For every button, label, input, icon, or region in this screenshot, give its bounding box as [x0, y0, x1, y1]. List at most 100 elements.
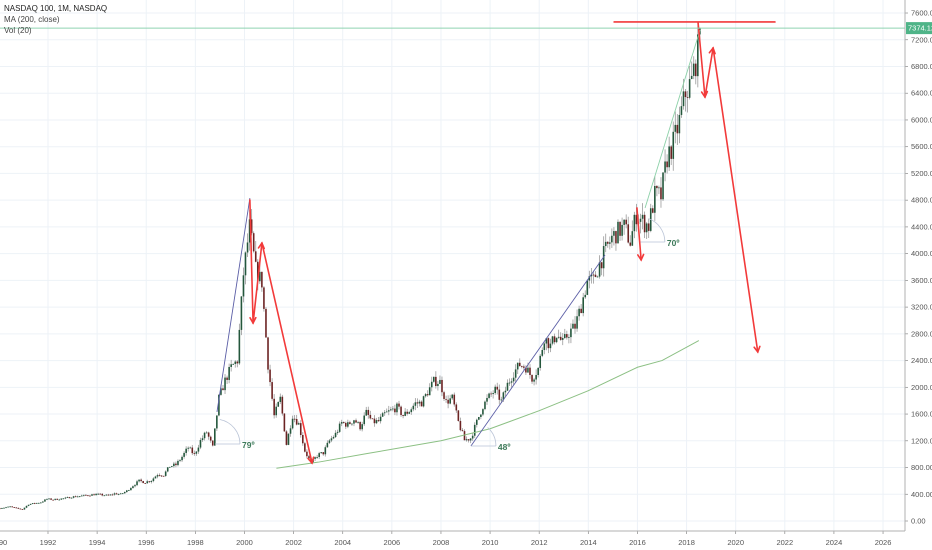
candle [209, 435, 212, 443]
y-tick-label: 800.00 [911, 463, 932, 472]
candle [91, 493, 93, 496]
candle-body [21, 509, 24, 510]
candle [617, 219, 619, 244]
candle-body [9, 506, 11, 508]
candle [154, 475, 157, 479]
candle-body [27, 504, 30, 506]
candle-body [455, 404, 458, 411]
candle [185, 446, 187, 456]
y-tick-label: 1600.00 [911, 410, 932, 419]
candle-body [523, 366, 525, 368]
candle-body [353, 420, 355, 424]
candle [224, 374, 226, 395]
candle [144, 482, 147, 484]
candle [252, 231, 255, 253]
candle-body [471, 435, 474, 439]
candle [654, 176, 656, 221]
candle [443, 390, 445, 401]
candle [402, 414, 404, 419]
candle [377, 416, 380, 422]
candle [408, 410, 411, 415]
candle-body [228, 366, 230, 380]
candle-body [207, 432, 210, 437]
candle-body [666, 161, 668, 168]
candle [244, 251, 247, 285]
legend-vol[interactable]: Vol (20) [4, 26, 32, 35]
candle-body [85, 494, 87, 496]
angle-label: 70º [667, 238, 680, 248]
candle [672, 121, 675, 171]
candle-body [308, 456, 310, 459]
x-tick-label: 1996 [138, 538, 155, 547]
candle-body [475, 419, 478, 425]
candle [420, 400, 423, 407]
candle [21, 509, 24, 510]
candle [302, 432, 304, 446]
candle-body [490, 393, 492, 395]
candle [398, 400, 400, 410]
candle-body [570, 328, 572, 338]
legend-symbol[interactable]: NASDAQ 100, 1M, NASDAQ [4, 4, 108, 13]
candle-body [119, 493, 122, 495]
candle-body [404, 411, 406, 416]
candle-body [146, 481, 149, 484]
candle-body [609, 242, 611, 244]
candle-body [580, 308, 582, 314]
candle-body [267, 337, 269, 370]
candle-body [289, 428, 292, 434]
candle [684, 88, 687, 112]
candle [486, 394, 488, 405]
candle [490, 391, 492, 398]
candle-body [439, 379, 441, 384]
candle-body [123, 491, 126, 494]
candle-body [541, 349, 544, 356]
legend-ma[interactable]: MA (200, close) [4, 15, 60, 24]
candle-body [46, 498, 48, 500]
candle-body [547, 338, 550, 349]
candle-body [201, 438, 204, 441]
candle-body [688, 79, 691, 98]
candle-body [144, 483, 147, 484]
candle-body [316, 457, 318, 458]
candle [549, 338, 552, 353]
candle [619, 221, 621, 241]
candle [373, 415, 376, 427]
candle-body [189, 447, 192, 449]
candle-body [359, 422, 361, 430]
candle [365, 406, 368, 417]
candle [68, 496, 71, 499]
candle [437, 381, 439, 391]
candle [87, 495, 89, 497]
candle [187, 446, 189, 452]
candle-body [445, 398, 447, 400]
candle [600, 261, 603, 276]
candle [7, 506, 9, 508]
candle [175, 461, 177, 468]
candle [322, 452, 325, 456]
candle [578, 305, 580, 321]
candle [621, 217, 623, 241]
candle [29, 503, 32, 505]
candle-body [197, 447, 200, 452]
candle [93, 493, 95, 496]
candle [263, 286, 265, 312]
candle [234, 360, 237, 368]
candle-body [441, 379, 443, 393]
candle [445, 395, 447, 403]
candle [222, 385, 224, 391]
candle-body [512, 377, 515, 382]
candle [295, 414, 298, 426]
candle [535, 369, 537, 385]
red-line [252, 242, 263, 324]
candle-body [226, 377, 228, 380]
candle-body [549, 343, 552, 349]
candle-body [377, 420, 380, 422]
candle-body [330, 438, 333, 441]
candle-body [23, 507, 26, 510]
candle [297, 421, 300, 425]
angle-arc [487, 427, 497, 447]
candle-body [246, 242, 249, 253]
candle-body [373, 418, 376, 424]
x-tick-label: 1998 [187, 538, 204, 547]
